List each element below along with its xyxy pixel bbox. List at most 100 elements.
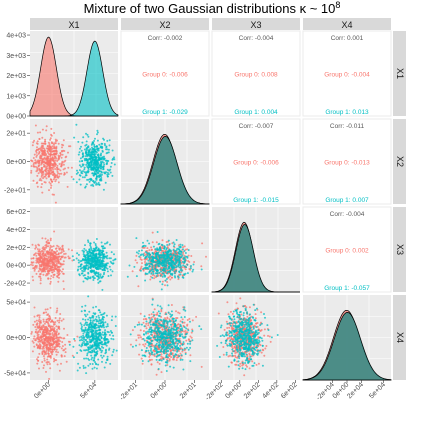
scatter-point [106, 270, 109, 273]
scatter-point [95, 178, 98, 181]
scatter-point [181, 348, 184, 351]
scatter-point [185, 346, 188, 349]
scatter-point [87, 168, 90, 171]
scatter-point [48, 355, 51, 358]
scatter-point [137, 336, 140, 339]
scatter-point [141, 354, 144, 357]
scatter-point [175, 239, 178, 241]
scatter-point [101, 149, 104, 152]
scatter-point [153, 348, 156, 351]
scatter-point [41, 136, 44, 139]
scatter-point [200, 268, 203, 271]
scatter-point [45, 273, 48, 275]
scatter-point [108, 265, 111, 268]
scatter-point [96, 133, 98, 136]
scatter-point [138, 250, 141, 252]
scatter-point [163, 325, 166, 327]
scatter-point [181, 321, 184, 323]
scatter-point [163, 254, 166, 257]
scatter-point [102, 188, 105, 191]
scatter-point [89, 363, 92, 365]
scatter-point [100, 241, 103, 244]
scatter-point [81, 176, 84, 179]
scatter-point [172, 317, 175, 320]
scatter-point [87, 153, 90, 156]
scatter-point [139, 329, 142, 332]
scatter-point [164, 317, 166, 320]
scatter-point [39, 157, 42, 160]
scatter-point [105, 325, 108, 328]
scatter-point [101, 343, 104, 346]
scatter-point [99, 311, 102, 314]
scatter-point [84, 326, 87, 329]
scatter-point [114, 258, 117, 261]
scatter-point [54, 152, 57, 155]
scatter-point [151, 318, 153, 321]
scatter-point [95, 305, 97, 308]
scatter-point [63, 253, 66, 255]
scatter-point [112, 338, 115, 341]
scatter-point [113, 253, 115, 256]
scatter-point [157, 310, 160, 313]
scatter-point [39, 252, 41, 255]
scatter-point [110, 331, 113, 334]
scatter-point [87, 170, 90, 173]
scatter-point [182, 308, 185, 311]
scatter-point [89, 344, 92, 347]
scatter-point [160, 310, 163, 313]
scatter-point [39, 131, 42, 134]
strip-right-bg [393, 31, 406, 116]
scatter-point [103, 326, 105, 329]
scatter-point [175, 266, 178, 269]
scatter-point [147, 337, 150, 340]
scatter-point [106, 161, 109, 164]
scatter-point [46, 314, 49, 316]
scatter-point [100, 265, 103, 268]
scatter-point [91, 148, 94, 151]
scatter-point [156, 324, 159, 327]
scatter-point [35, 182, 38, 185]
scatter-point [176, 342, 179, 345]
scatter-point [179, 253, 182, 256]
scatter-point [101, 331, 104, 334]
scatter-point [81, 339, 84, 342]
scatter-point [102, 355, 105, 357]
scatter-point [40, 255, 43, 258]
scatter-point [173, 354, 176, 357]
scatter-point [82, 280, 85, 283]
scatter-point [99, 342, 102, 345]
scatter-point [49, 244, 52, 247]
scatter-point [92, 334, 95, 337]
scatter-point [138, 323, 141, 326]
scatter-point [86, 330, 88, 332]
scatter-point [189, 360, 192, 363]
scatter-point [62, 139, 65, 142]
scatter-point [167, 331, 169, 334]
scatter-point [71, 255, 74, 258]
scatter-point [97, 322, 100, 325]
scatter-point [82, 170, 84, 173]
scatter-point [161, 269, 164, 272]
scatter-point [97, 281, 100, 284]
scatter-point [89, 179, 92, 182]
scatter-point [181, 244, 184, 247]
scatter-point [162, 257, 165, 260]
scatter-point [60, 248, 63, 251]
scatter-point [79, 183, 82, 186]
scatter-point [99, 164, 102, 167]
scatter-point [95, 342, 98, 345]
scatter-point [105, 361, 107, 364]
scatter-point [49, 282, 52, 285]
scatter-point [150, 342, 153, 345]
scatter-point [144, 343, 147, 345]
scatter-point [109, 171, 112, 174]
scatter-point [35, 155, 38, 158]
scatter-point [173, 275, 176, 278]
scatter-point [95, 156, 98, 159]
scatter-point [108, 257, 111, 260]
scatter-point [89, 164, 92, 167]
scatter-point [100, 166, 103, 169]
scatter-point [96, 168, 99, 171]
scatter-point [55, 178, 58, 181]
scatter-point [180, 333, 183, 336]
